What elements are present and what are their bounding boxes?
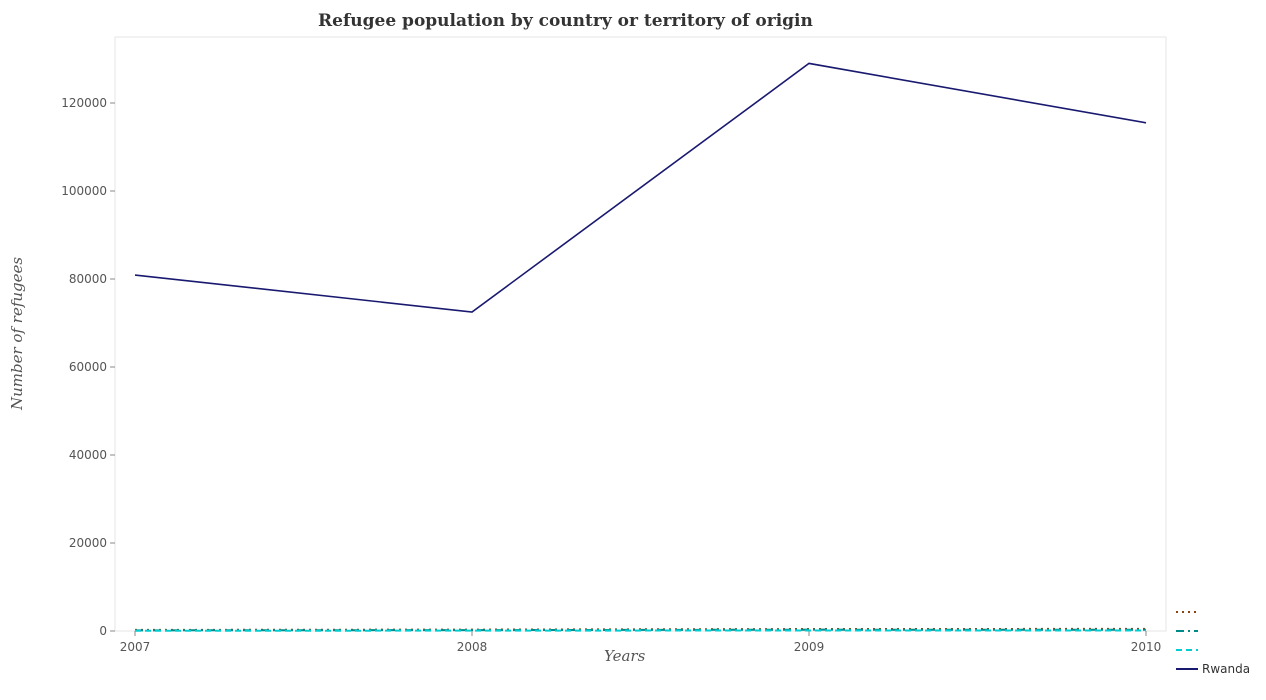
y-tick-label: 80000: [69, 272, 107, 286]
plot-area: [114, 36, 1167, 632]
y-tick-label: 120000: [61, 96, 107, 110]
x-tick-label: 2008: [457, 640, 488, 654]
chart-title: Refugee population by country or territo…: [318, 11, 813, 31]
x-tick-label: 2009: [794, 640, 825, 654]
y-tick-label: 60000: [69, 360, 107, 374]
x-tick-label: 2010: [1131, 640, 1162, 654]
series-line-3: [134, 62, 1147, 313]
y-axis-label: Number of refugees: [8, 257, 26, 411]
y-axis: 0 20000 40000 60000 80000 100000 120000: [61, 96, 115, 638]
y-tick-label: 20000: [69, 536, 107, 550]
plot-frame: [114, 36, 1167, 632]
x-axis-label: Years: [604, 647, 646, 665]
legend-label-3: Rwanda: [1202, 662, 1250, 676]
x-axis: 2007 2008 2009 2010: [120, 631, 1162, 654]
y-tick-label: 100000: [61, 184, 107, 198]
x-tick-label: 2007: [120, 640, 151, 654]
series-layer: [134, 62, 1147, 632]
legend: Rwanda: [1176, 611, 1250, 676]
y-tick-label: 0: [99, 624, 107, 638]
y-tick-label: 40000: [69, 448, 107, 462]
